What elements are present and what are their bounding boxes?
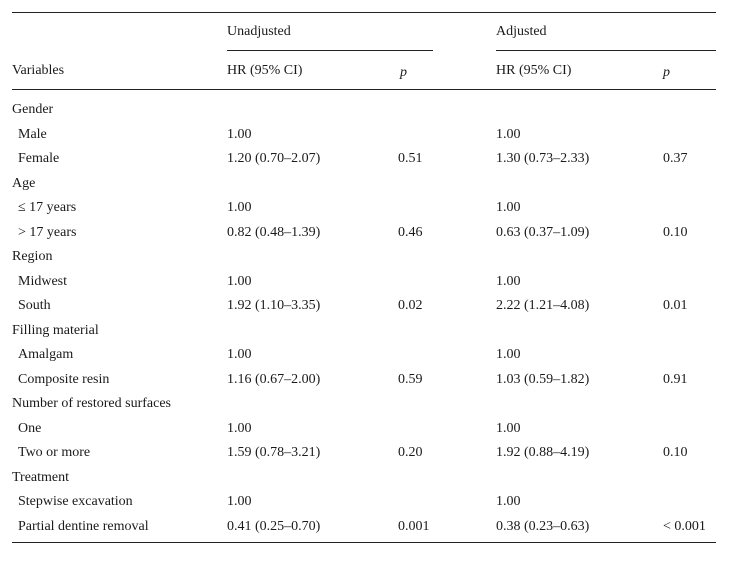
header-rule (12, 89, 716, 90)
header-hr-adjusted: HR (95% CI) (496, 63, 572, 78)
variable-label: Composite resin (18, 371, 110, 387)
group-label: Number of restored surfaces (12, 396, 171, 411)
hr-adjusted-cell: 1.00 (496, 494, 521, 509)
p-unadjusted-cell: 0.001 (398, 518, 430, 534)
p-unadjusted-cell: 0.46 (398, 224, 423, 240)
group-label: Age (12, 175, 36, 191)
header-unadjusted: Unadjusted (227, 24, 291, 39)
hr-unadjusted-cell: 1.20 (0.70–2.07) (227, 151, 321, 166)
variable-label: Two or more (18, 445, 91, 460)
variable-label: Midwest (18, 273, 67, 289)
variable-label: Partial dentine removal (18, 518, 149, 534)
header-p-unadjusted: p (400, 65, 407, 80)
hr-adjusted-cell: 1.03 (0.59–1.82) (496, 371, 590, 387)
group-label: Gender (12, 102, 54, 117)
group-label: Treatment (12, 469, 70, 485)
hr-adjusted-cell: 2.22 (1.21–4.08) (496, 298, 590, 313)
hr-adjusted-cell: 0.38 (0.23–0.63) (496, 518, 590, 534)
header-p-adjusted: p (663, 65, 670, 80)
hr-unadjusted-cell: 1.92 (1.10–3.35) (227, 298, 321, 313)
hr-unadjusted-cell: 1.00 (227, 126, 252, 142)
p-unadjusted-cell: 0.59 (398, 371, 423, 387)
hr-adjusted-cell: 1.30 (0.73–2.33) (496, 151, 590, 166)
top-rule (12, 12, 716, 13)
variable-label: > 17 years (18, 224, 77, 240)
p-unadjusted-cell: 0.51 (398, 151, 423, 166)
variable-label: Amalgam (18, 347, 74, 362)
header-hr-unadjusted: HR (95% CI) (227, 63, 303, 78)
variable-label: Female (18, 151, 60, 166)
hr-adjusted-cell: 1.00 (496, 273, 521, 289)
p-adjusted-cell: 0.01 (663, 298, 688, 313)
hr-adjusted-cell: 1.92 (0.88–4.19) (496, 445, 590, 460)
hr-adjusted-cell: 1.00 (496, 126, 521, 142)
p-adjusted-cell: 0.10 (663, 445, 688, 460)
unadjusted-underline (227, 50, 433, 51)
header-variables: Variables (12, 63, 65, 78)
variable-label: Male (18, 126, 47, 142)
hr-unadjusted-cell: 0.41 (0.25–0.70) (227, 518, 321, 534)
p-adjusted-cell: < 0.001 (663, 518, 706, 534)
adjusted-underline (496, 50, 716, 51)
variable-label: Stepwise excavation (18, 494, 133, 509)
bottom-rule (12, 542, 716, 543)
hr-adjusted-cell: 0.63 (0.37–1.09) (496, 224, 590, 240)
p-unadjusted-cell: 0.20 (398, 445, 423, 460)
variable-label: One (18, 420, 42, 436)
variable-label: ≤ 17 years (18, 200, 77, 215)
hr-unadjusted-cell: 1.16 (0.67–2.00) (227, 371, 321, 387)
hr-unadjusted-cell: 1.00 (227, 494, 252, 509)
p-adjusted-cell: 0.37 (663, 151, 688, 166)
p-adjusted-cell: 0.10 (663, 224, 688, 240)
hr-adjusted-cell: 1.00 (496, 420, 521, 436)
group-label: Region (12, 249, 53, 264)
hr-unadjusted-cell: 1.00 (227, 200, 252, 215)
hr-unadjusted-cell: 1.00 (227, 420, 252, 436)
p-unadjusted-cell: 0.02 (398, 298, 423, 313)
hr-adjusted-cell: 1.00 (496, 347, 521, 362)
hr-unadjusted-cell: 1.00 (227, 347, 252, 362)
p-adjusted-cell: 0.91 (663, 371, 688, 387)
hr-unadjusted-cell: 0.82 (0.48–1.39) (227, 224, 321, 240)
hr-unadjusted-cell: 1.59 (0.78–3.21) (227, 445, 321, 460)
hr-adjusted-cell: 1.00 (496, 200, 521, 215)
group-label: Filling material (12, 322, 99, 338)
variable-label: South (18, 298, 51, 313)
header-adjusted: Adjusted (496, 24, 547, 39)
hr-unadjusted-cell: 1.00 (227, 273, 252, 289)
